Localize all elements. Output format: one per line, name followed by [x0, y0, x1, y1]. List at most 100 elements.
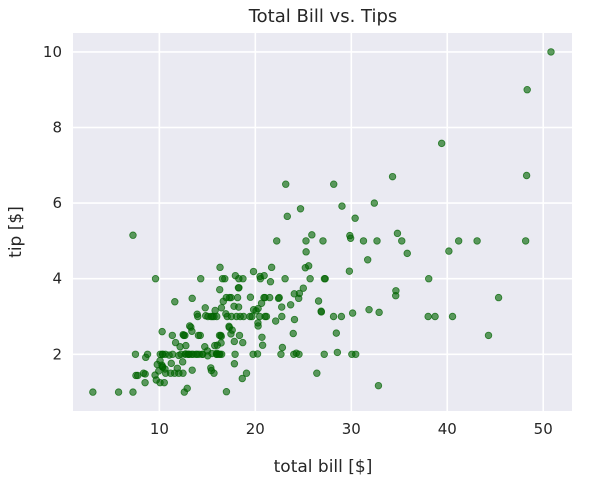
- scatter-point: [171, 298, 179, 306]
- scatter-point: [359, 237, 368, 245]
- scatter-point: [210, 369, 218, 377]
- scatter-point: [238, 374, 246, 383]
- scatter-point: [295, 289, 304, 298]
- scatter-point: [258, 341, 267, 349]
- scatter-point: [437, 139, 446, 148]
- chart-title: Total Bill vs. Tips: [248, 6, 398, 27]
- scatter-point: [213, 312, 221, 321]
- scatter-point: [286, 301, 295, 309]
- scatter-point: [233, 293, 242, 302]
- scatter-point: [168, 350, 177, 358]
- scatter-point: [373, 237, 381, 245]
- scatter-point: [308, 231, 316, 239]
- data-points: [89, 48, 555, 396]
- scatter-point: [403, 249, 411, 258]
- scatter-point: [262, 312, 271, 321]
- scatter-point: [547, 48, 555, 56]
- x-tick-label: 40: [438, 420, 457, 438]
- scatter-point: [211, 306, 219, 315]
- scatter-point: [304, 262, 313, 270]
- scatter-point: [306, 275, 314, 283]
- scatter-point: [248, 312, 256, 321]
- scatter-point: [484, 331, 493, 340]
- scatter-point: [167, 359, 175, 368]
- scatter-point: [431, 312, 439, 321]
- scatter-point: [253, 350, 262, 358]
- scatter-point: [424, 312, 432, 321]
- scatter-point: [313, 369, 321, 377]
- scatter-point: [239, 338, 247, 347]
- scatter-point: [230, 337, 239, 346]
- scatter-point: [330, 180, 338, 188]
- scatter-point: [290, 315, 299, 324]
- scatter-point: [299, 284, 308, 292]
- scatter-point: [151, 275, 160, 283]
- scatter-point: [338, 202, 346, 210]
- scatter-point: [231, 350, 239, 358]
- scatter-point: [295, 350, 303, 358]
- scatter-point: [375, 308, 383, 317]
- scatter-point: [129, 231, 137, 239]
- x-tick-label: 10: [150, 420, 169, 438]
- scatter-point: [273, 237, 281, 245]
- scatter-point: [217, 350, 226, 358]
- scatter-point: [141, 378, 149, 387]
- scatter-point: [314, 297, 323, 305]
- scatter-point: [246, 293, 255, 301]
- scatter-point: [320, 350, 328, 358]
- scatter-point: [365, 305, 373, 314]
- scatter-point: [317, 308, 326, 316]
- x-tick-label: 30: [342, 420, 361, 438]
- scatter-point: [333, 348, 342, 357]
- scatter-point: [445, 247, 453, 255]
- scatter-point: [473, 237, 481, 245]
- scatter-point: [235, 284, 243, 292]
- scatter-point: [267, 263, 276, 272]
- scatter-point: [221, 275, 229, 283]
- scatter-point: [171, 338, 180, 347]
- scatter-point: [332, 329, 341, 337]
- scatter-point: [227, 293, 235, 302]
- scatter-point: [281, 275, 289, 283]
- scatter-point: [188, 366, 196, 374]
- scatter-point: [425, 275, 433, 283]
- scatter-point: [217, 332, 225, 341]
- scatter-point: [239, 275, 247, 283]
- scatter-point: [194, 312, 202, 321]
- scatter-point: [282, 180, 290, 188]
- scatter-point: [374, 381, 383, 390]
- scatter-point: [158, 327, 166, 336]
- scatter-point: [523, 85, 531, 94]
- scatter-point: [351, 214, 359, 222]
- scatter-point: [266, 293, 274, 302]
- scatter-point: [283, 212, 291, 221]
- scatter-point: [494, 293, 503, 302]
- scatter-point: [278, 312, 286, 321]
- y-tick-label: 8: [52, 119, 62, 137]
- x-tick-label: 50: [534, 420, 553, 438]
- scatter-point: [234, 303, 243, 311]
- scatter-point: [235, 331, 244, 340]
- scatter-point: [266, 278, 275, 286]
- x-axis-label: total bill [$]: [274, 457, 373, 477]
- scatter-point: [345, 267, 354, 275]
- scatter-point: [277, 350, 285, 358]
- scatter-point: [242, 369, 251, 377]
- scatter-point: [201, 304, 209, 312]
- scatter-point: [249, 267, 258, 276]
- scatter-point: [254, 304, 262, 313]
- scatter-point: [388, 172, 397, 181]
- scatter-point: [216, 285, 224, 294]
- y-tick-labels: 2 4 6 8 10: [43, 43, 62, 363]
- scatter-point: [168, 331, 177, 340]
- scatter-point: [188, 294, 196, 303]
- scatter-point: [260, 271, 268, 280]
- scatter-point: [196, 331, 204, 340]
- scatter-point: [393, 229, 402, 238]
- scatter-point: [329, 312, 338, 321]
- scatter-point: [278, 303, 286, 311]
- scatter-point: [398, 237, 406, 245]
- scatter-point: [258, 333, 266, 341]
- scatter-point: [352, 350, 360, 358]
- scatter-point: [321, 275, 329, 283]
